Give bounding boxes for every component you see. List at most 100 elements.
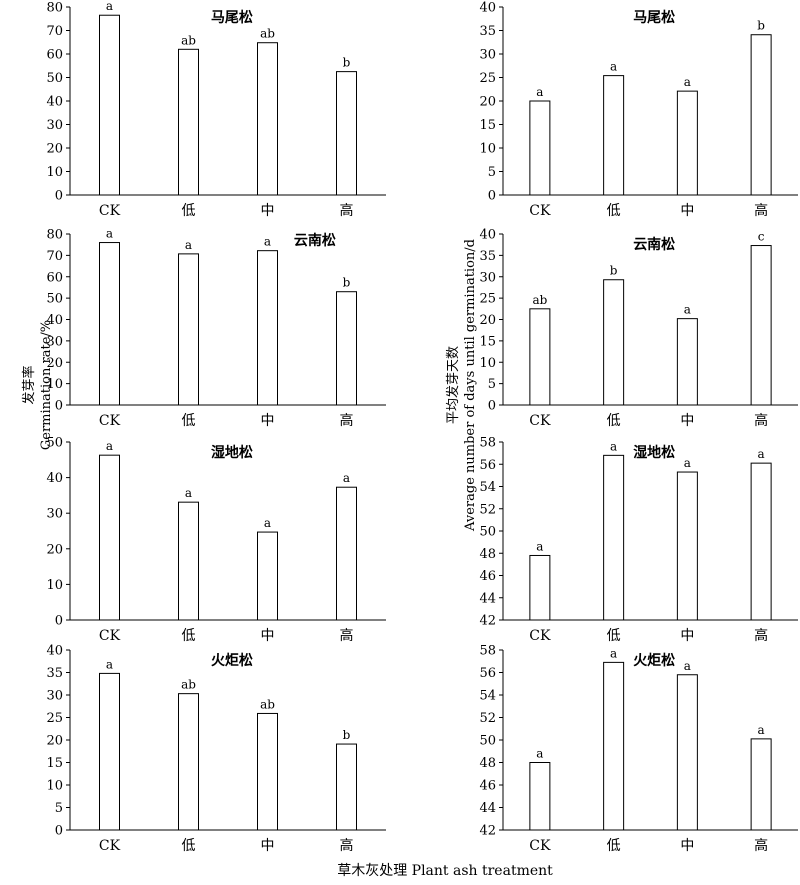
chart-2-y-tick-label-8: 80 bbox=[46, 228, 63, 243]
chart-3-y-tick-label-4: 20 bbox=[479, 313, 496, 328]
chart-7-y-tick-label-6: 54 bbox=[479, 689, 496, 704]
chart-4-y-tick-label-3: 30 bbox=[46, 507, 63, 522]
chart-3-y-tick-label-7: 35 bbox=[479, 249, 496, 264]
chart-6-sig-label-3: b bbox=[343, 728, 351, 742]
chart-4-x-tick-label-0: CK bbox=[99, 628, 121, 644]
chart-4-y-tick-label-0: 0 bbox=[55, 614, 63, 629]
chart-7-y-tick-label-4: 50 bbox=[479, 734, 496, 749]
chart-6-y-tick-label-2: 10 bbox=[46, 779, 63, 794]
chart-6-y-tick-label-0: 0 bbox=[55, 824, 63, 839]
chart-7-x-tick-label-1: 低 bbox=[607, 838, 621, 854]
chart-3-sig-label-3: c bbox=[758, 230, 765, 244]
chart-2-y-tick-label-3: 30 bbox=[46, 334, 63, 349]
chart-5-title: 湿地松 bbox=[633, 444, 675, 461]
chart-6-y-tick-label-6: 30 bbox=[46, 689, 63, 704]
chart-3-x-tick-label-2: 中 bbox=[680, 413, 694, 429]
chart-1-x-tick-label-3: 高 bbox=[754, 202, 768, 219]
chart-0-sig-label-1: ab bbox=[181, 33, 196, 47]
chart-1-bar-0 bbox=[529, 100, 551, 196]
chart-7-y-tick-label-5: 52 bbox=[479, 711, 496, 726]
chart-0-x-tick-label-3: 高 bbox=[340, 202, 354, 219]
chart-5-y-tick-label-0: 42 bbox=[479, 614, 496, 629]
chart-0-bar-1 bbox=[178, 48, 199, 196]
chart-2-sig-label-3: b bbox=[343, 276, 351, 290]
chart-0-bar-2 bbox=[257, 42, 278, 196]
chart-0-y-tick-label-6: 60 bbox=[46, 48, 63, 63]
chart-0-title: 马尾松 bbox=[211, 9, 253, 26]
chart-5-y-tick-label-7: 56 bbox=[479, 458, 496, 473]
chart-6-y-tick-label-8: 40 bbox=[46, 644, 63, 659]
chart-1-x-tick-label-0: CK bbox=[529, 203, 551, 219]
chart-7-bar-1 bbox=[603, 661, 625, 831]
chart-6-x-tick-label-1: 低 bbox=[182, 838, 196, 854]
chart-5-bar-1 bbox=[603, 454, 625, 621]
chart-3-title: 云南松 bbox=[633, 236, 675, 253]
chart-4-bar-3 bbox=[336, 486, 357, 621]
chart-3-y-tick-label-3: 15 bbox=[479, 334, 496, 349]
chart-4-bar-1 bbox=[178, 501, 199, 621]
chart-6-sig-label-1: ab bbox=[181, 678, 196, 692]
chart-6-bar-0 bbox=[99, 672, 120, 831]
left-y-axis-title: 发芽率 Germination rate/% bbox=[21, 320, 54, 450]
chart-3-bar-0 bbox=[529, 308, 551, 406]
chart-2-y-tick-label-0: 0 bbox=[55, 399, 63, 414]
chart-4-y-tick-label-5: 50 bbox=[46, 436, 63, 451]
chart-5-x-tick-label-1: 低 bbox=[607, 628, 621, 644]
chart-5-y-tick-label-5: 52 bbox=[479, 502, 496, 517]
chart-2-x-tick-label-3: 高 bbox=[340, 412, 354, 429]
chart-0-sig-label-2: ab bbox=[260, 27, 275, 41]
chart-2-x-tick-label-0: CK bbox=[99, 413, 121, 429]
chart-5-y-tick-label-4: 50 bbox=[479, 525, 496, 540]
chart-6-y-tick-label-1: 5 bbox=[55, 801, 63, 816]
chart-2-sig-label-2: a bbox=[264, 235, 271, 249]
chart-2-title: 云南松 bbox=[294, 232, 336, 249]
chart-0-y-tick-label-2: 20 bbox=[46, 142, 63, 157]
chart-0-y-tick-label-0: 0 bbox=[55, 189, 63, 204]
chart-0-y-tick-label-5: 50 bbox=[46, 71, 63, 86]
chart-3-sig-label-2: a bbox=[684, 303, 691, 317]
chart-2-sig-label-1: a bbox=[185, 238, 192, 252]
chart-3-y-tick-label-1: 5 bbox=[488, 377, 496, 392]
chart-7-bar-2 bbox=[676, 674, 698, 831]
chart-2-y-tick-label-6: 60 bbox=[46, 270, 63, 285]
chart-1-sig-label-1: a bbox=[610, 60, 617, 74]
chart-6-y-tick-label-5: 25 bbox=[46, 711, 63, 726]
chart-7-sig-label-0: a bbox=[536, 747, 543, 761]
chart-1-y-tick-label-1: 5 bbox=[488, 165, 496, 180]
chart-1-x-tick-label-1: 低 bbox=[607, 203, 621, 219]
chart-1-sig-label-2: a bbox=[684, 75, 691, 89]
chart-1-bar-1 bbox=[603, 75, 625, 196]
chart-4-sig-label-3: a bbox=[343, 471, 350, 485]
chart-1-y-tick-label-0: 0 bbox=[488, 189, 496, 204]
chart-0-y-tick-label-3: 30 bbox=[46, 118, 63, 133]
chart-3-x-tick-label-1: 低 bbox=[607, 413, 621, 429]
chart-7-y-tick-label-1: 44 bbox=[479, 801, 496, 816]
chart-0-y-tick-label-1: 10 bbox=[46, 165, 63, 180]
chart-2-x-tick-label-1: 低 bbox=[182, 413, 196, 429]
chart-2-y-tick-label-5: 50 bbox=[46, 292, 63, 307]
chart-7-x-tick-label-3: 高 bbox=[754, 837, 768, 854]
chart-7-y-tick-label-7: 56 bbox=[479, 666, 496, 681]
chart-4-y-tick-label-2: 20 bbox=[46, 542, 63, 557]
chart-3-sig-label-1: b bbox=[610, 264, 618, 278]
chart-5-y-tick-label-3: 48 bbox=[479, 547, 496, 562]
chart-4-sig-label-2: a bbox=[264, 516, 271, 530]
chart-3-bar-1 bbox=[603, 279, 625, 406]
chart-0-y-tick-label-8: 80 bbox=[46, 1, 63, 16]
chart-0-x-tick-label-2: 中 bbox=[261, 203, 275, 219]
chart-4-x-tick-label-1: 低 bbox=[182, 628, 196, 644]
chart-5-sig-label-1: a bbox=[610, 439, 617, 453]
chart-2-bar-0 bbox=[99, 242, 120, 406]
left-y-axis-title-zh: 发芽率 bbox=[21, 365, 37, 404]
chart-5-y-tick-label-1: 44 bbox=[479, 591, 496, 606]
chart-3-bar-3 bbox=[750, 245, 772, 406]
chart-7-sig-label-2: a bbox=[684, 659, 691, 673]
chart-1-title: 马尾松 bbox=[633, 9, 675, 26]
chart-2-y-tick-label-1: 10 bbox=[46, 377, 63, 392]
chart-6-x-tick-label-2: 中 bbox=[261, 838, 275, 854]
chart-0-sig-label-3: b bbox=[343, 56, 351, 70]
chart-1-y-tick-label-7: 35 bbox=[479, 24, 496, 39]
chart-5-y-tick-label-6: 54 bbox=[479, 480, 496, 495]
